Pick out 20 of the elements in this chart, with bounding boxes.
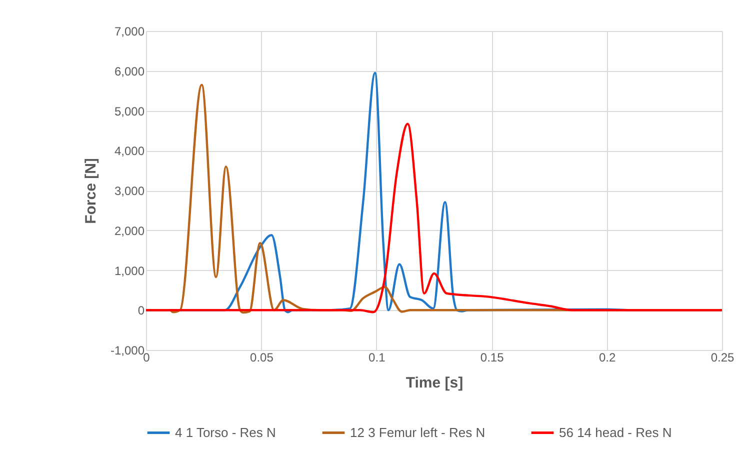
y-tick-label: 6,000 <box>114 64 145 78</box>
x-axis-title: Time [s] <box>406 374 464 392</box>
y-tick-label: 7,000 <box>114 24 145 38</box>
legend-label: 56 14 head - Res N <box>559 424 672 440</box>
y-tick-label: 5,000 <box>114 104 145 118</box>
line-series <box>146 122 722 314</box>
x-tick-label: 0.25 <box>710 350 734 364</box>
y-tick-label: 2,000 <box>114 224 145 238</box>
x-tick-label: 0.15 <box>480 350 504 364</box>
legend-label: 4 1 Torso - Res N <box>175 424 276 440</box>
y-tick-label: 1,000 <box>114 264 145 278</box>
y-tick-label: 0 <box>138 304 145 318</box>
x-tick-label: 0.2 <box>598 350 616 364</box>
y-tick-label: 3,000 <box>114 184 145 198</box>
y-tick-label: 4,000 <box>114 144 145 158</box>
x-tick-label: 0.05 <box>250 350 274 364</box>
y-tick-label: -1,000 <box>110 344 145 358</box>
legend-label: 12 3 Femur left - Res N <box>350 424 486 440</box>
y-axis-title: Force [N] <box>82 158 100 224</box>
x-tick-label: 0.1 <box>368 350 386 364</box>
